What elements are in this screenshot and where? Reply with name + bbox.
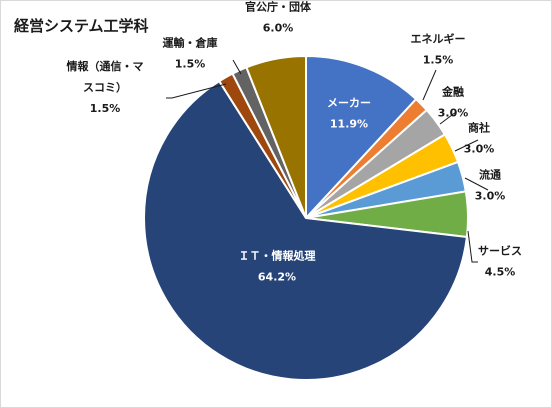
leader-line (422, 69, 437, 101)
slice-value-label: 1.5% (175, 58, 206, 71)
leader-line (439, 111, 457, 125)
data-labels: メーカー 11.9%エネルギー 1.5%金融 3.0%商社 3.0%流通 3.0%サービス… (67, 0, 523, 284)
slice-category-label: 流通 (479, 168, 501, 182)
data-label: 官公庁・団体 6.0% (245, 0, 312, 35)
leader-lines (166, 59, 489, 263)
slice-category-label: 商社 (468, 121, 490, 135)
pie-slice (143, 79, 468, 381)
slice-value-label: 3.0% (438, 107, 469, 120)
leader-line (454, 139, 479, 152)
slice-category-label: サービス (478, 244, 522, 258)
slice-category-label: 運輸・倉庫 (163, 36, 218, 50)
data-label: サービス 4.5% (478, 244, 522, 279)
slice-category-label: 金融 (441, 85, 464, 99)
data-label: 流通 3.0% (475, 168, 506, 203)
pie-slices (143, 54, 469, 381)
data-label: 情報（通信・マスコミ） 1.5% (67, 59, 144, 115)
data-label: メーカー 11.9% (327, 97, 371, 131)
data-label: ＩＴ・情報処理 64.2% (239, 249, 316, 284)
data-label: エネルギー 1.5% (411, 32, 466, 67)
data-label: 商社 3.0% (464, 121, 495, 156)
slice-category-label: スコミ） (83, 81, 127, 94)
chart-title: 経営システム工学科 (14, 17, 149, 35)
slice-value-label: 1.5% (90, 102, 121, 115)
slice-value-label: 4.5% (485, 266, 516, 279)
leader-line (232, 59, 242, 75)
slice-category-label: エネルギー (411, 32, 466, 46)
slice-value-label: 1.5% (423, 54, 454, 67)
leader-line (467, 230, 478, 263)
leader-line (166, 83, 227, 99)
data-label: 運輸・倉庫 1.5% (163, 36, 218, 71)
slice-category-label: メーカー (327, 97, 371, 110)
slice-category-label: 情報（通信・マ (67, 59, 144, 73)
data-label: 金融 3.0% (438, 85, 469, 120)
slice-value-label: 6.0% (263, 22, 294, 35)
leader-line (464, 177, 489, 191)
slice-value-label: 11.9% (330, 118, 368, 131)
slice-category-label: 官公庁・団体 (245, 0, 312, 14)
pie-slice (245, 54, 307, 219)
slice-value-label: 3.0% (464, 143, 495, 156)
slice-value-label: 64.2% (258, 271, 296, 284)
pie-slice (305, 54, 418, 221)
slice-value-label: 3.0% (475, 190, 506, 203)
slice-category-label: ＩＴ・情報処理 (239, 249, 316, 263)
